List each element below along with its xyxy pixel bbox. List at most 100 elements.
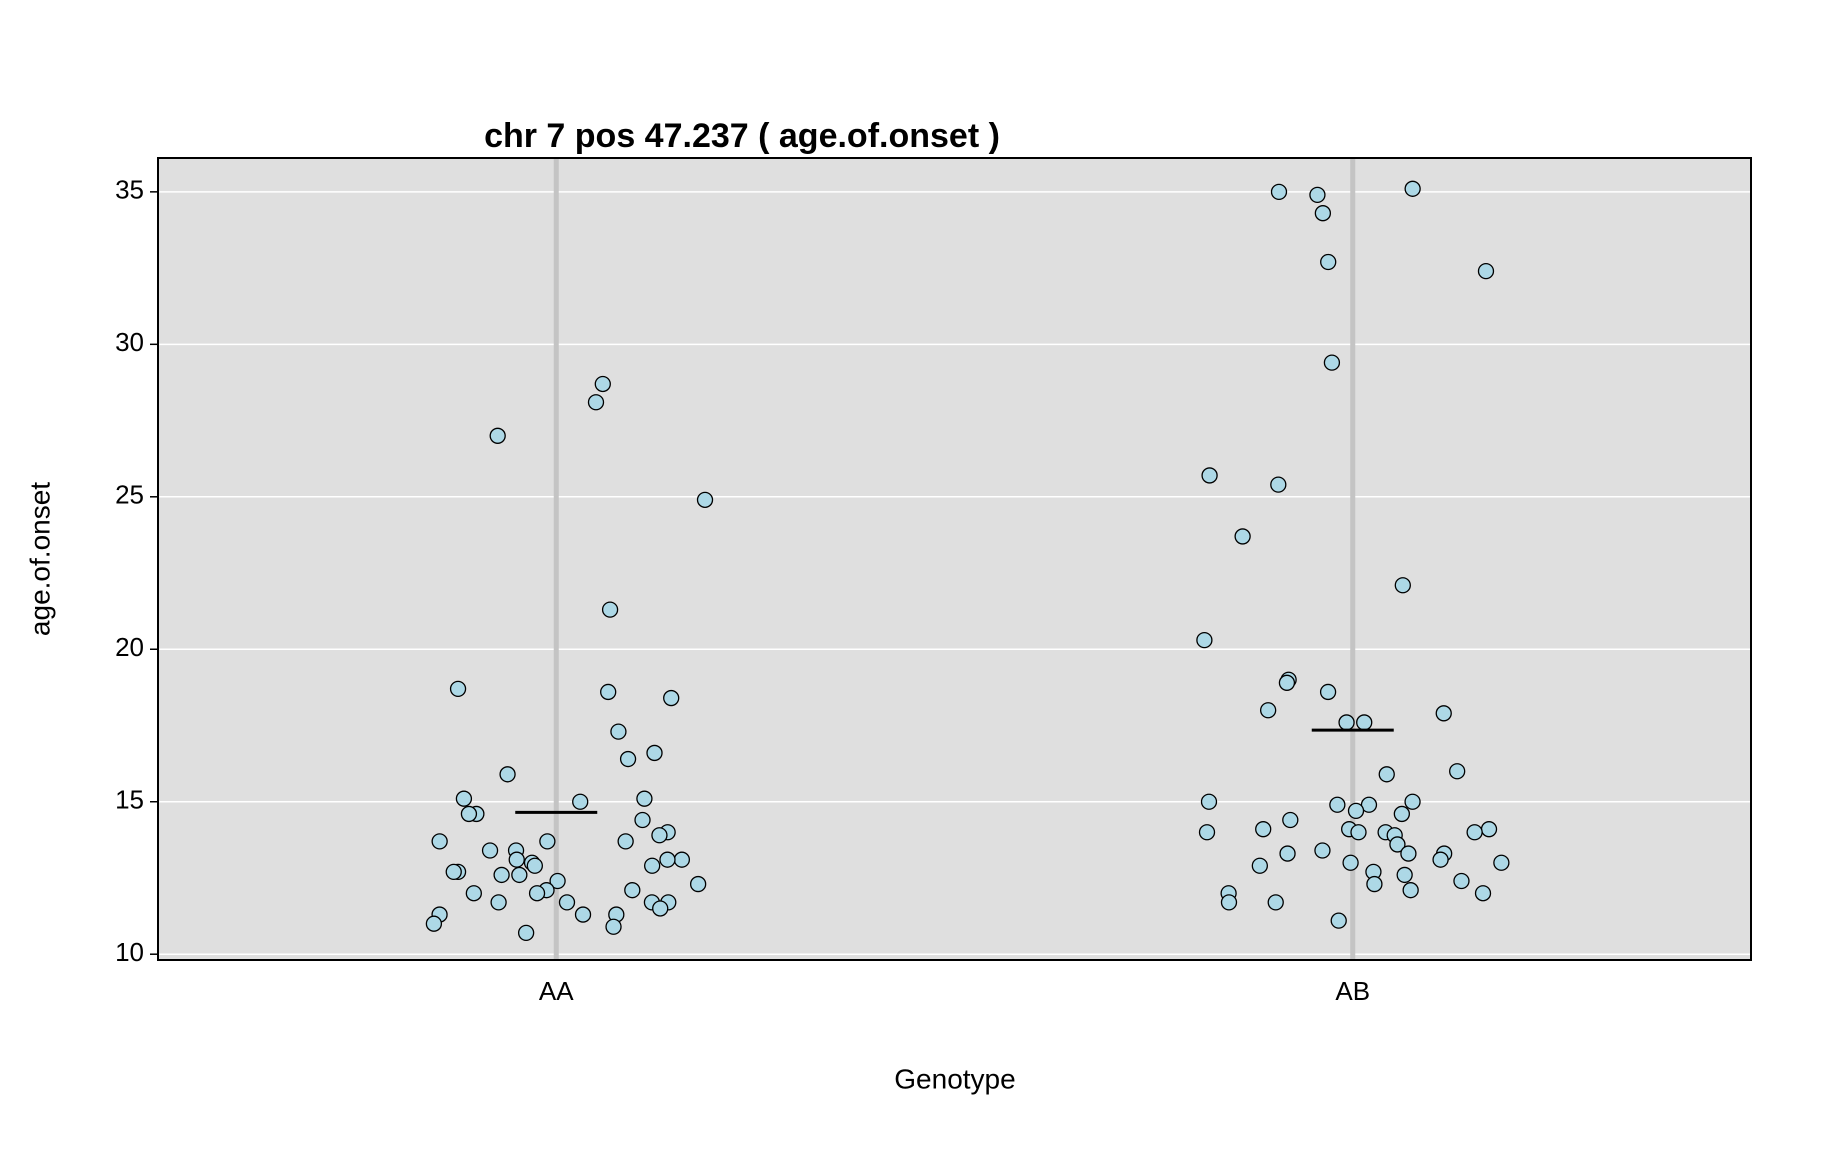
point	[1449, 763, 1466, 780]
point	[490, 894, 507, 911]
point	[1260, 702, 1277, 719]
point	[1453, 872, 1470, 890]
point	[1435, 705, 1452, 722]
point	[1255, 821, 1272, 838]
point	[696, 491, 714, 508]
point	[1314, 205, 1332, 222]
point	[1319, 683, 1337, 701]
y-tick-label: 20	[115, 632, 144, 662]
point	[511, 866, 528, 884]
point	[549, 872, 566, 890]
point	[455, 790, 473, 807]
point	[1396, 866, 1413, 884]
y-tick-label: 25	[115, 480, 144, 510]
point	[1196, 631, 1213, 649]
point	[594, 375, 611, 393]
point	[1314, 842, 1331, 859]
point	[1356, 714, 1373, 731]
y-tick-label: 35	[115, 175, 144, 205]
point	[1360, 796, 1378, 813]
point	[1480, 821, 1498, 838]
point	[526, 857, 543, 874]
point	[1400, 845, 1417, 862]
point	[1320, 253, 1337, 271]
point	[673, 851, 691, 868]
point	[449, 680, 467, 698]
point	[431, 833, 448, 850]
point	[1432, 851, 1449, 868]
point	[652, 900, 669, 917]
point	[1267, 894, 1284, 911]
y-tick-label: 15	[115, 785, 144, 815]
chart-title: chr 7 pos 47.237 ( age.of.onset )	[484, 117, 1000, 155]
point	[1270, 476, 1287, 493]
point	[1198, 824, 1216, 841]
point	[610, 723, 627, 740]
point	[1493, 854, 1510, 871]
point	[1404, 793, 1421, 810]
point	[644, 857, 661, 874]
point	[646, 744, 663, 762]
point	[1282, 811, 1299, 829]
plot-background	[158, 158, 1751, 960]
point	[1278, 674, 1296, 691]
x-tick-label: AA	[539, 976, 574, 1006]
point	[1342, 854, 1359, 871]
point	[1404, 180, 1421, 197]
x-tick-label: AB	[1335, 976, 1370, 1006]
point	[1201, 467, 1218, 484]
point	[1309, 186, 1326, 204]
point	[465, 885, 482, 902]
point	[574, 906, 592, 923]
point	[539, 833, 556, 850]
point	[1220, 894, 1238, 911]
y-axis-label: age.of.onset	[24, 482, 55, 636]
point	[1393, 805, 1410, 823]
x-axis-label: Genotype	[894, 1063, 1015, 1094]
point	[651, 827, 668, 844]
point	[587, 394, 605, 411]
point	[460, 805, 478, 823]
point	[634, 811, 651, 829]
point	[1394, 577, 1411, 594]
point	[508, 851, 525, 868]
point	[605, 918, 622, 935]
point	[1338, 714, 1355, 731]
point	[1350, 824, 1367, 841]
point	[445, 863, 462, 881]
point	[1270, 183, 1288, 200]
point	[663, 689, 680, 707]
y-tick-label: 10	[115, 937, 144, 967]
point	[619, 750, 637, 768]
point	[1279, 845, 1296, 862]
point	[636, 790, 653, 807]
point	[489, 427, 506, 444]
point	[659, 851, 676, 868]
point	[1389, 836, 1406, 853]
point	[1378, 766, 1395, 783]
point	[1323, 354, 1341, 371]
point	[624, 882, 641, 899]
point	[517, 924, 535, 942]
point	[1329, 796, 1346, 813]
point	[1366, 875, 1383, 893]
point	[1234, 528, 1251, 545]
plot-border	[157, 157, 1752, 961]
point	[499, 766, 516, 783]
point	[617, 833, 634, 850]
point	[1251, 857, 1268, 874]
point	[1330, 912, 1347, 929]
point	[689, 875, 707, 893]
point	[425, 915, 443, 932]
point	[1347, 802, 1365, 820]
point	[1402, 882, 1419, 899]
point	[1200, 793, 1218, 810]
point	[493, 866, 510, 884]
y-tick-label: 30	[115, 327, 144, 357]
point	[481, 842, 499, 859]
point	[600, 683, 617, 701]
point	[558, 894, 576, 911]
point	[1477, 262, 1495, 280]
point	[1474, 885, 1492, 902]
